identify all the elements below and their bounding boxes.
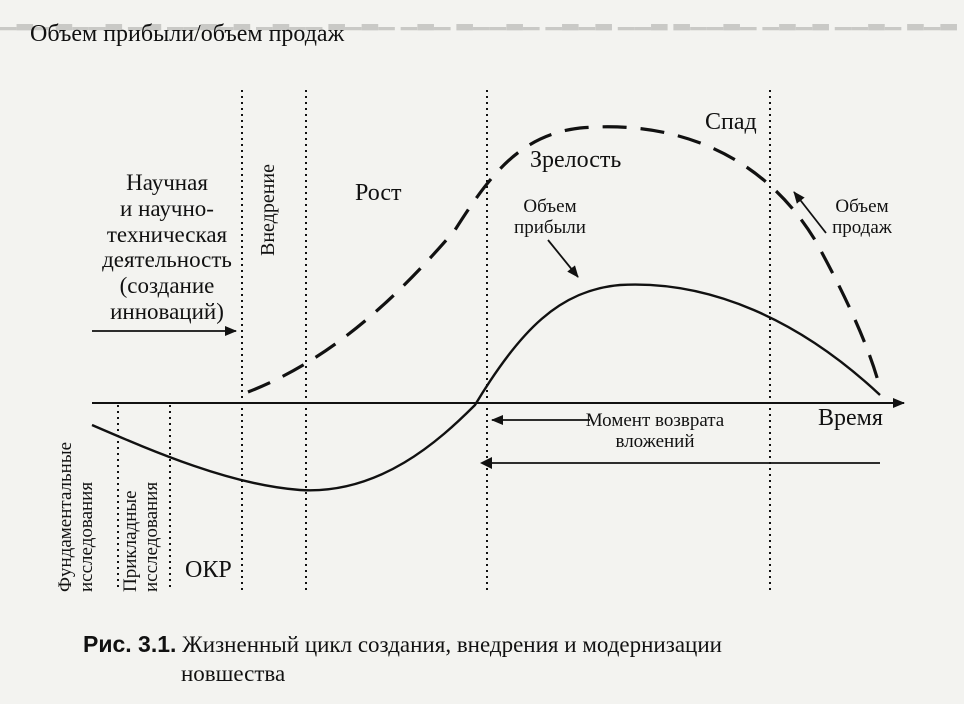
sales-volume-curve xyxy=(247,125,882,394)
figure-number: Рис. 3.1. xyxy=(83,631,177,657)
decline-stage-label: Спад xyxy=(705,109,757,135)
growth-stage-label: Рост xyxy=(355,180,402,206)
profit-label-arrow xyxy=(547,239,579,278)
introduction-stage-label: Внедрение xyxy=(257,164,279,256)
caption-line-1: Жизненный цикл создания, внедрения и мод… xyxy=(182,632,722,657)
y-axis-title: Объем прибыли/объем продаж xyxy=(30,21,345,47)
profit-curve-label: Объем прибыли xyxy=(514,196,586,239)
profit-volume-curve xyxy=(91,283,881,492)
sales-curve-label: Объем продаж xyxy=(832,196,892,239)
research-stage-label: Научная и научно- техническая деятельнос… xyxy=(102,170,232,324)
fundamental-research-label: Фундаментальные исследования xyxy=(55,441,98,592)
payback-label: Момент возврата вложений xyxy=(585,410,725,453)
payback-arrow-right-head xyxy=(480,457,492,469)
okr-stage-label: ОКР xyxy=(185,557,232,583)
sales-label-arrow xyxy=(793,191,827,234)
figure-caption: Рис. 3.1. Жизненный цикл создания, внедр… xyxy=(83,630,722,689)
applied-research-label: Прикладные исследования xyxy=(120,481,163,592)
maturity-stage-label: Зрелость xyxy=(530,147,622,173)
time-axis-label: Время xyxy=(818,405,883,431)
caption-line-2: новшества xyxy=(181,660,286,686)
